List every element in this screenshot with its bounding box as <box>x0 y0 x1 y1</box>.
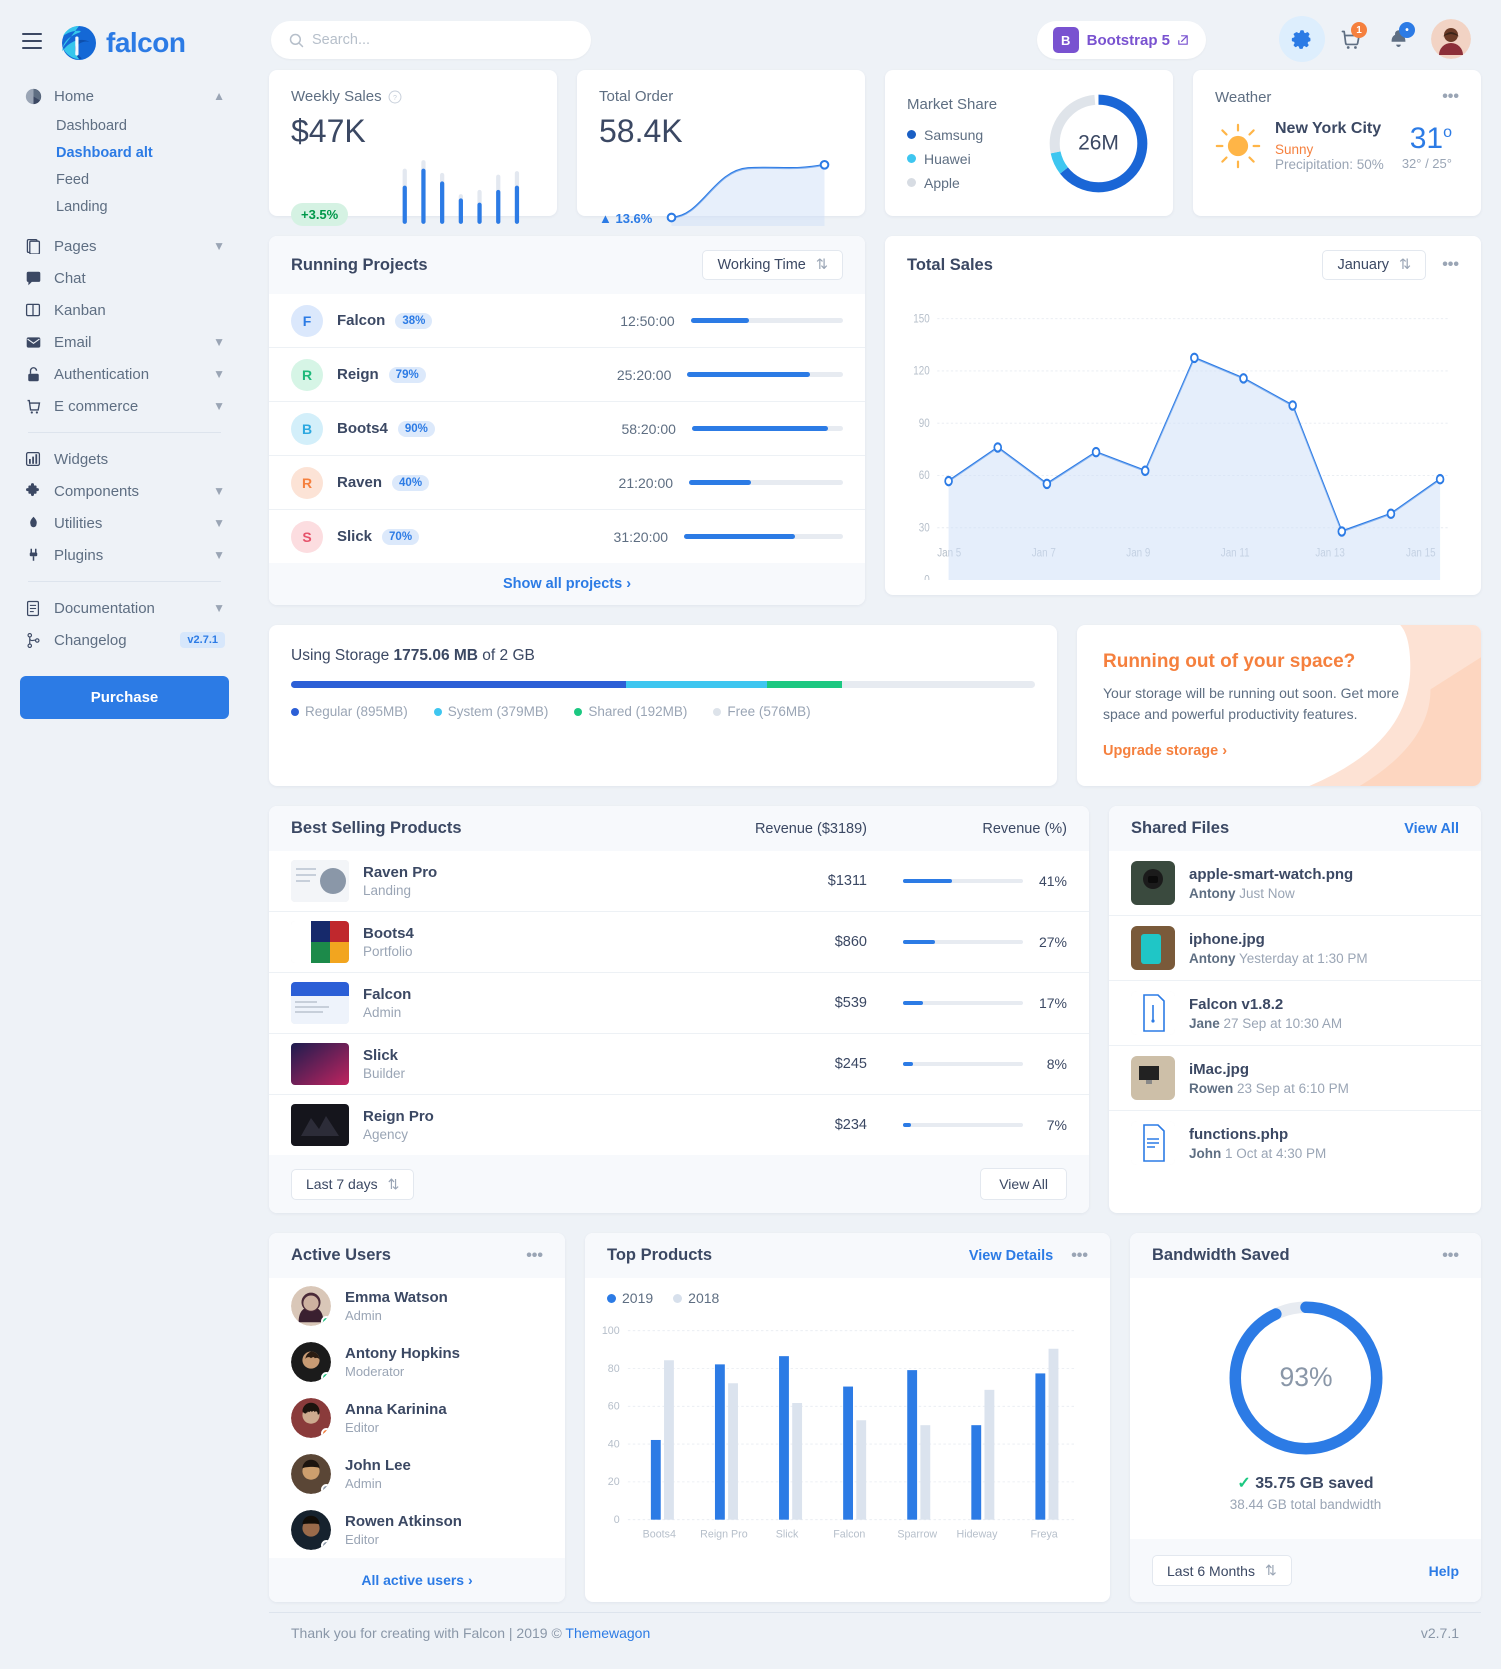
svg-text:Hideway: Hideway <box>957 1529 999 1541</box>
svg-text:150: 150 <box>913 313 929 326</box>
svg-text:Boots4: Boots4 <box>643 1529 676 1541</box>
svg-text:0: 0 <box>924 574 929 580</box>
svg-text:?: ? <box>393 94 397 101</box>
svg-text:120: 120 <box>913 365 929 378</box>
svg-text:30: 30 <box>919 522 930 535</box>
svg-text:60: 60 <box>608 1401 620 1413</box>
svg-text:100: 100 <box>602 1325 620 1337</box>
svg-text:93%: 93% <box>1279 1362 1332 1392</box>
svg-text:60: 60 <box>919 469 930 482</box>
svg-text:Sparrow: Sparrow <box>897 1529 937 1541</box>
svg-text:90: 90 <box>919 417 930 430</box>
svg-text:Freya: Freya <box>1030 1529 1057 1541</box>
svg-text:Slick: Slick <box>776 1529 799 1541</box>
svg-text:80: 80 <box>608 1363 620 1375</box>
svg-text:0: 0 <box>614 1514 620 1526</box>
svg-text:40: 40 <box>608 1438 620 1450</box>
svg-text:Falcon: Falcon <box>833 1529 865 1541</box>
svg-text:Reign Pro: Reign Pro <box>700 1529 748 1541</box>
svg-text:20: 20 <box>608 1476 620 1488</box>
svg-text:26M: 26M <box>1078 131 1119 154</box>
